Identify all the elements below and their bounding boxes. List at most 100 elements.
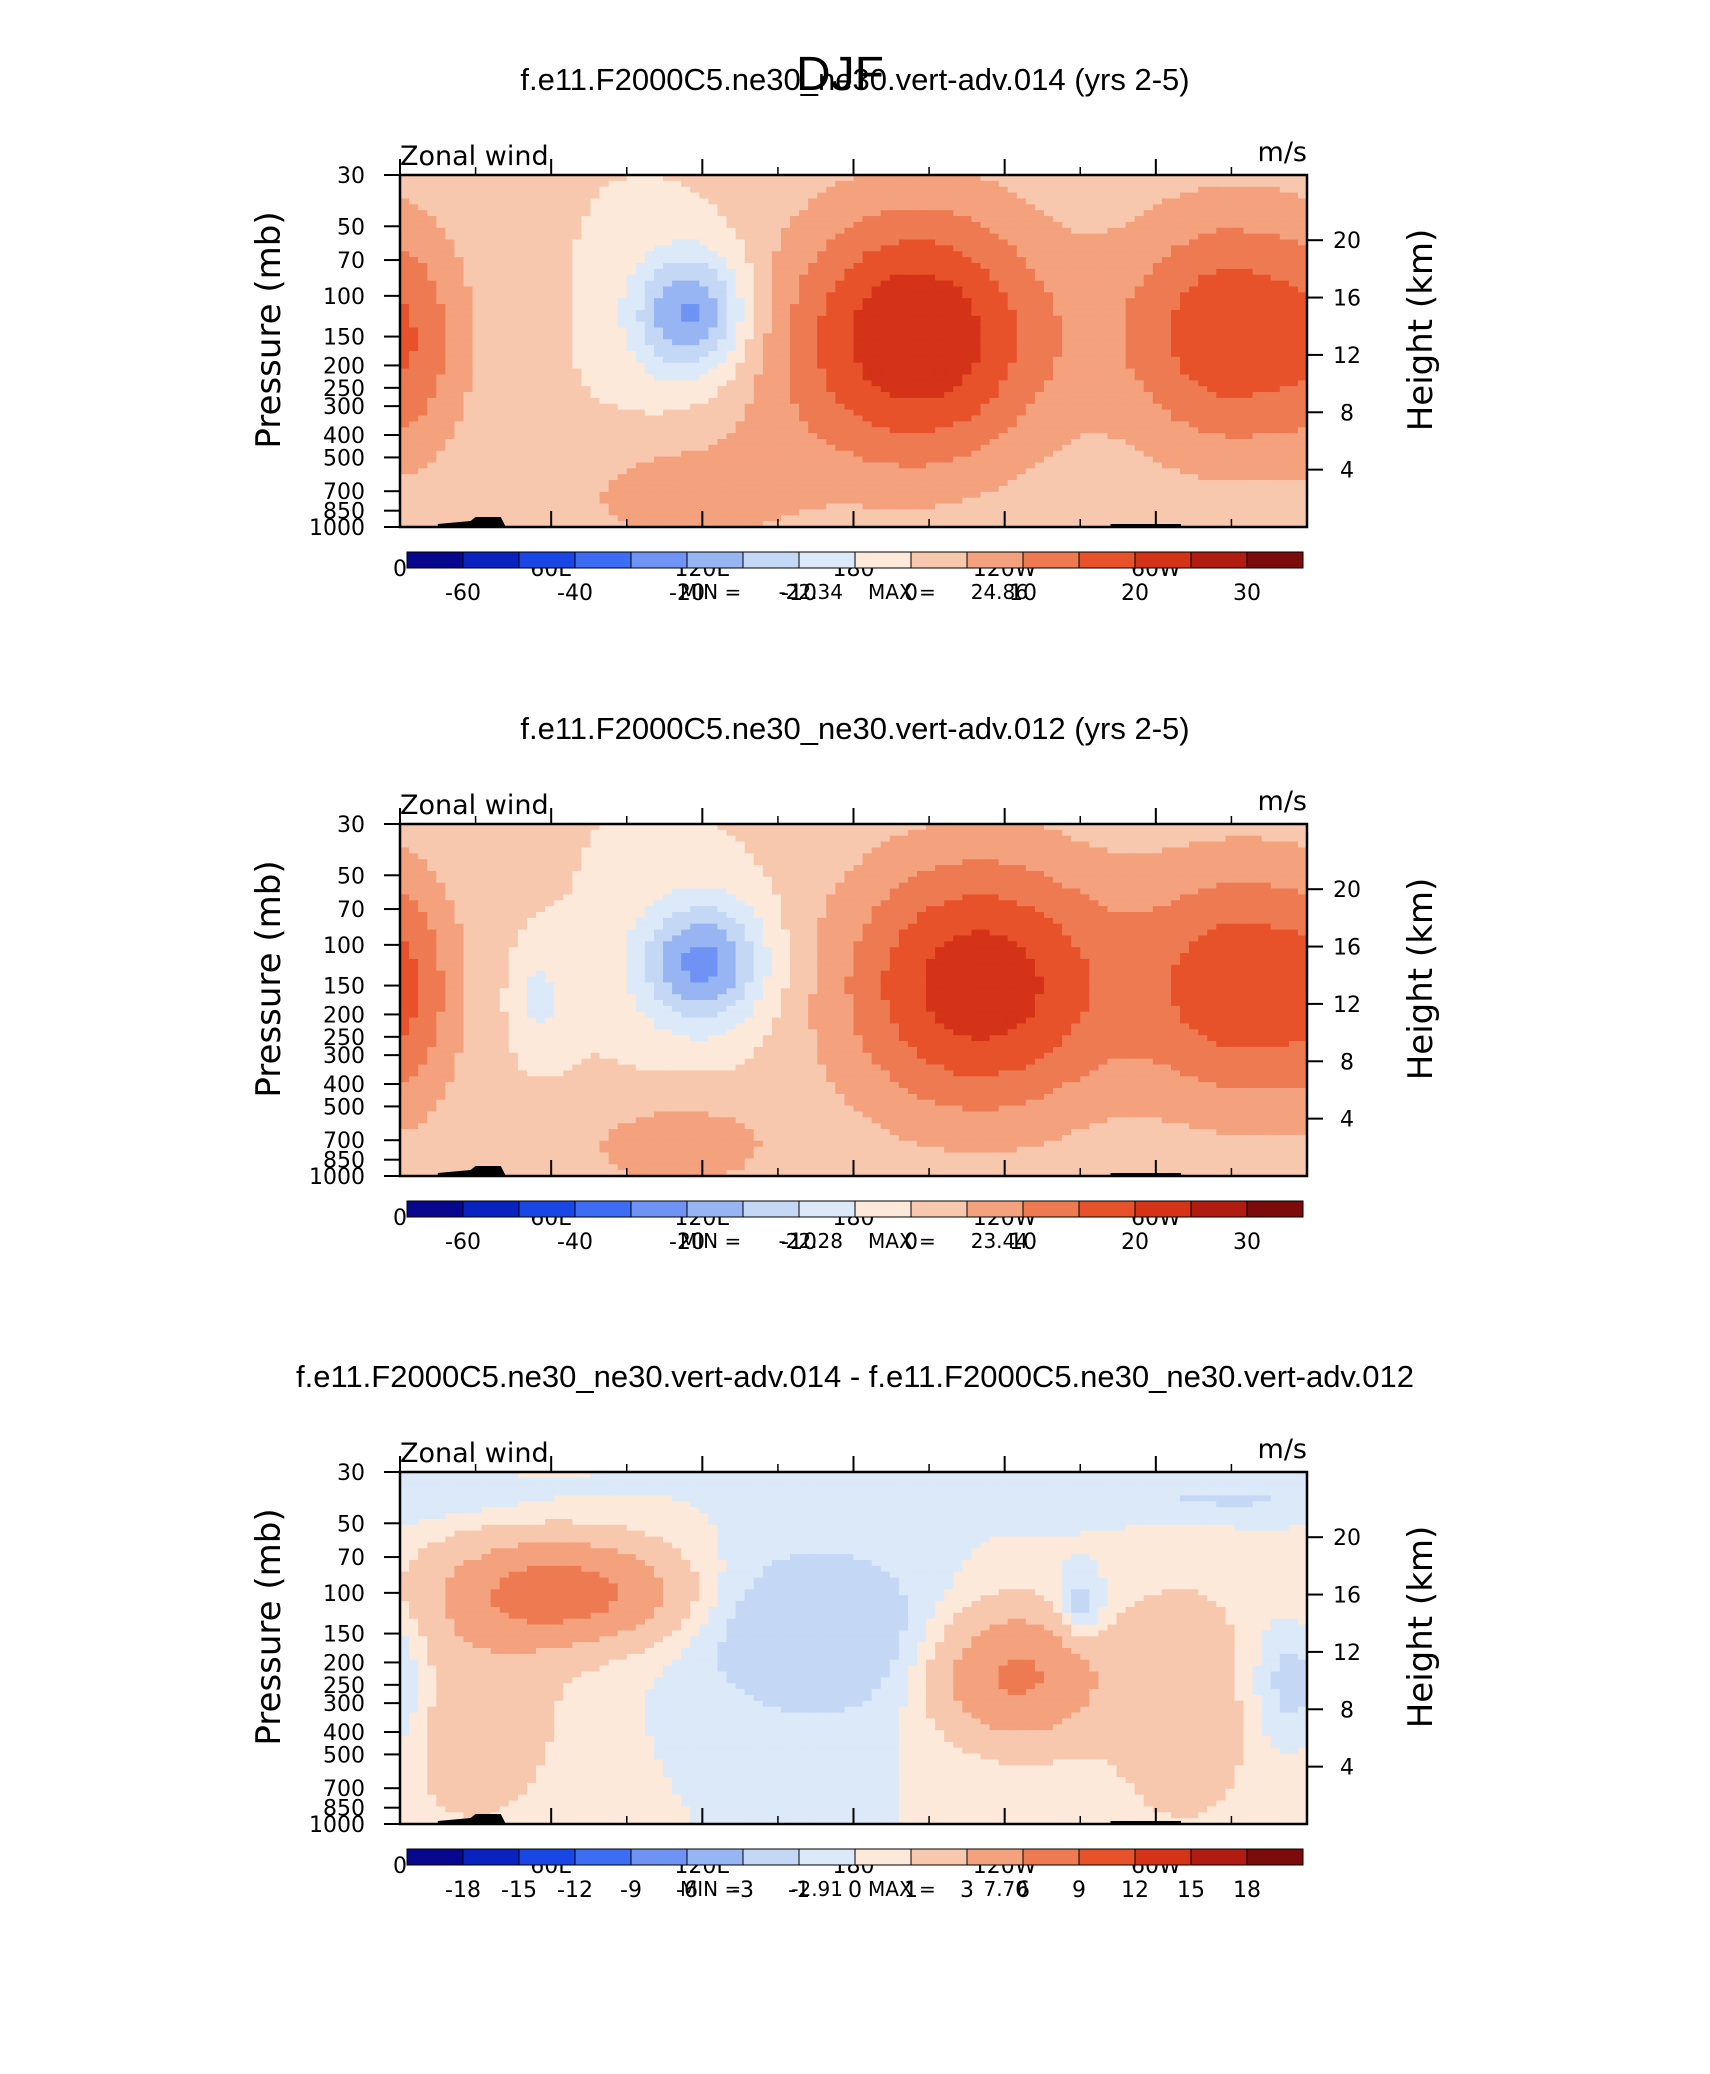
field-cell: [481, 251, 492, 258]
field-cell: [1062, 221, 1072, 229]
field-cell: [1098, 298, 1109, 305]
field-cell: [563, 409, 573, 417]
field-cell: [699, 298, 709, 305]
field-cell: [935, 345, 945, 352]
field-cell: [1053, 403, 1063, 411]
field-cell: [853, 263, 864, 270]
field-cell: [663, 450, 673, 458]
field-cell: [526, 456, 537, 464]
field-cell: [1143, 227, 1154, 235]
field-cell: [1007, 439, 1018, 446]
field-cell: [790, 257, 800, 264]
field-cell: [1243, 327, 1254, 334]
field-cell: [1243, 456, 1254, 464]
field-cell: [1062, 374, 1072, 381]
field-cell: [1089, 356, 1099, 364]
field-cell: [445, 304, 456, 311]
field-cell: [418, 309, 428, 317]
field-cell: [436, 239, 446, 246]
field-cell: [427, 456, 437, 464]
field-cell: [672, 409, 682, 417]
field-cell: [536, 263, 546, 270]
field-cell: [581, 280, 592, 288]
field-cell: [953, 439, 963, 446]
field-cell: [617, 327, 628, 334]
field-cell: [1125, 221, 1136, 229]
field-cell: [1216, 327, 1226, 334]
field-cell: [635, 245, 646, 252]
field-cell: [907, 397, 918, 405]
field-cell: [635, 280, 646, 288]
field-cell: [581, 180, 592, 188]
field-cell: [1297, 345, 1308, 352]
field-cell: [581, 450, 592, 458]
field-cell: [699, 345, 709, 352]
field-cell: [1170, 380, 1181, 387]
field-cell: [1288, 251, 1299, 258]
field-cell: [907, 368, 918, 376]
field-cell: [400, 274, 410, 282]
field-cell: [599, 392, 610, 399]
field-cell: [545, 298, 555, 305]
field-cell: [1053, 210, 1063, 217]
field-cell: [871, 175, 882, 182]
field-cell: [1025, 263, 1036, 270]
field-cell: [1143, 345, 1154, 352]
field-cell: [499, 204, 510, 211]
field-cell: [463, 239, 474, 246]
field-cell: [880, 198, 891, 205]
field-cell: [1143, 415, 1154, 422]
field-cell: [672, 227, 682, 235]
field-cell: [1279, 304, 1290, 311]
field-cell: [590, 333, 601, 340]
field-cell: [1134, 298, 1145, 305]
field-cell: [998, 309, 1009, 317]
field-cell: [436, 280, 446, 288]
field-cell: [635, 433, 646, 440]
field-cell: [916, 409, 927, 417]
field-cell: [717, 351, 728, 358]
field-cell: [1288, 386, 1299, 393]
field-cell: [762, 286, 773, 293]
field-cell: [898, 456, 909, 464]
field-cell: [708, 192, 719, 200]
field-cell: [744, 415, 755, 422]
field-cell: [1034, 409, 1045, 417]
field-cell: [1043, 274, 1054, 282]
field-cell: [1207, 439, 1217, 446]
field-cell: [1134, 439, 1145, 446]
field-cell: [726, 439, 737, 446]
field-cell: [1062, 298, 1072, 305]
field-cell: [635, 251, 646, 258]
field-cell: [572, 315, 582, 323]
field-cell: [790, 175, 800, 182]
field-cell: [445, 321, 456, 329]
field-cell: [916, 433, 927, 440]
field-cell: [508, 186, 519, 194]
field-cell: [907, 327, 918, 334]
field-cell: [1025, 309, 1036, 317]
field-cell: [1134, 245, 1145, 252]
field-cell: [771, 227, 782, 235]
field-cell: [790, 180, 800, 188]
field-cell: [635, 321, 646, 329]
field-cell: [1198, 210, 1208, 217]
field-cell: [916, 186, 927, 194]
field-cell: [699, 227, 709, 235]
field-cell: [708, 251, 719, 258]
field-cell: [1170, 368, 1181, 376]
field-cell: [554, 245, 564, 252]
field-cell: [844, 433, 855, 440]
field-cell: [898, 351, 909, 358]
field-cell: [1007, 362, 1018, 370]
field-cell: [880, 221, 891, 229]
field-cell: [481, 192, 492, 200]
field-cell: [1152, 186, 1163, 194]
field-cell: [717, 356, 728, 364]
field-cell: [1062, 403, 1072, 411]
field-cell: [935, 374, 945, 381]
field-cell: [744, 351, 755, 358]
field-cell: [844, 186, 855, 194]
field-cell: [735, 227, 746, 235]
field-cell: [508, 268, 519, 276]
